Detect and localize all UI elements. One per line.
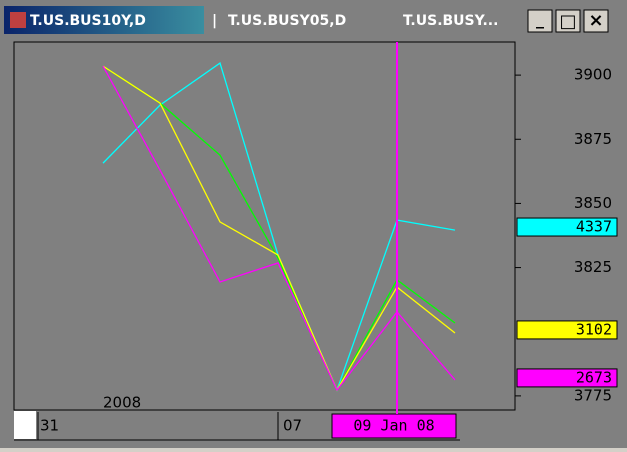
- plot-area: [13, 41, 516, 411]
- corner-box: [14, 411, 36, 439]
- cursor-date: 09 Jan 08: [353, 417, 434, 435]
- x-label: 31: [40, 417, 59, 435]
- y-tick-label: 3775: [574, 386, 612, 404]
- maximize-button[interactable]: [555, 9, 581, 33]
- y-tick-label: 3875: [574, 130, 612, 148]
- last-value-box: [516, 217, 618, 237]
- tab-label[interactable]: T.US.BUS10Y,D: [30, 13, 146, 29]
- last-value-label: 2673: [576, 368, 612, 386]
- last-value-box: [516, 320, 618, 340]
- tab-label[interactable]: T.US.BUSY...: [403, 13, 498, 29]
- maximize-icon: □: [559, 11, 576, 32]
- tab-separator: |: [212, 13, 217, 29]
- year-label: 2008: [103, 394, 141, 412]
- minimize-icon: _: [536, 10, 544, 29]
- y-tick-label: 3900: [574, 66, 612, 84]
- cursor-date-box: [331, 413, 457, 439]
- y-tick-label: 3825: [574, 258, 612, 276]
- minimize-button[interactable]: [527, 9, 553, 33]
- last-value-label: 3102: [576, 320, 612, 338]
- y-tick-label: 3850: [574, 194, 612, 212]
- last-value-box: [516, 368, 618, 388]
- last-value-label: 4337: [576, 218, 612, 236]
- x-label: 07: [283, 417, 302, 435]
- active-tab[interactable]: [4, 6, 204, 34]
- tab-label[interactable]: T.US.BUSY05,D: [228, 13, 346, 29]
- close-button[interactable]: [583, 9, 609, 33]
- tab-icon: [10, 12, 26, 28]
- window-buttons: _ □ ×: [527, 9, 609, 33]
- close-icon: ×: [588, 10, 603, 31]
